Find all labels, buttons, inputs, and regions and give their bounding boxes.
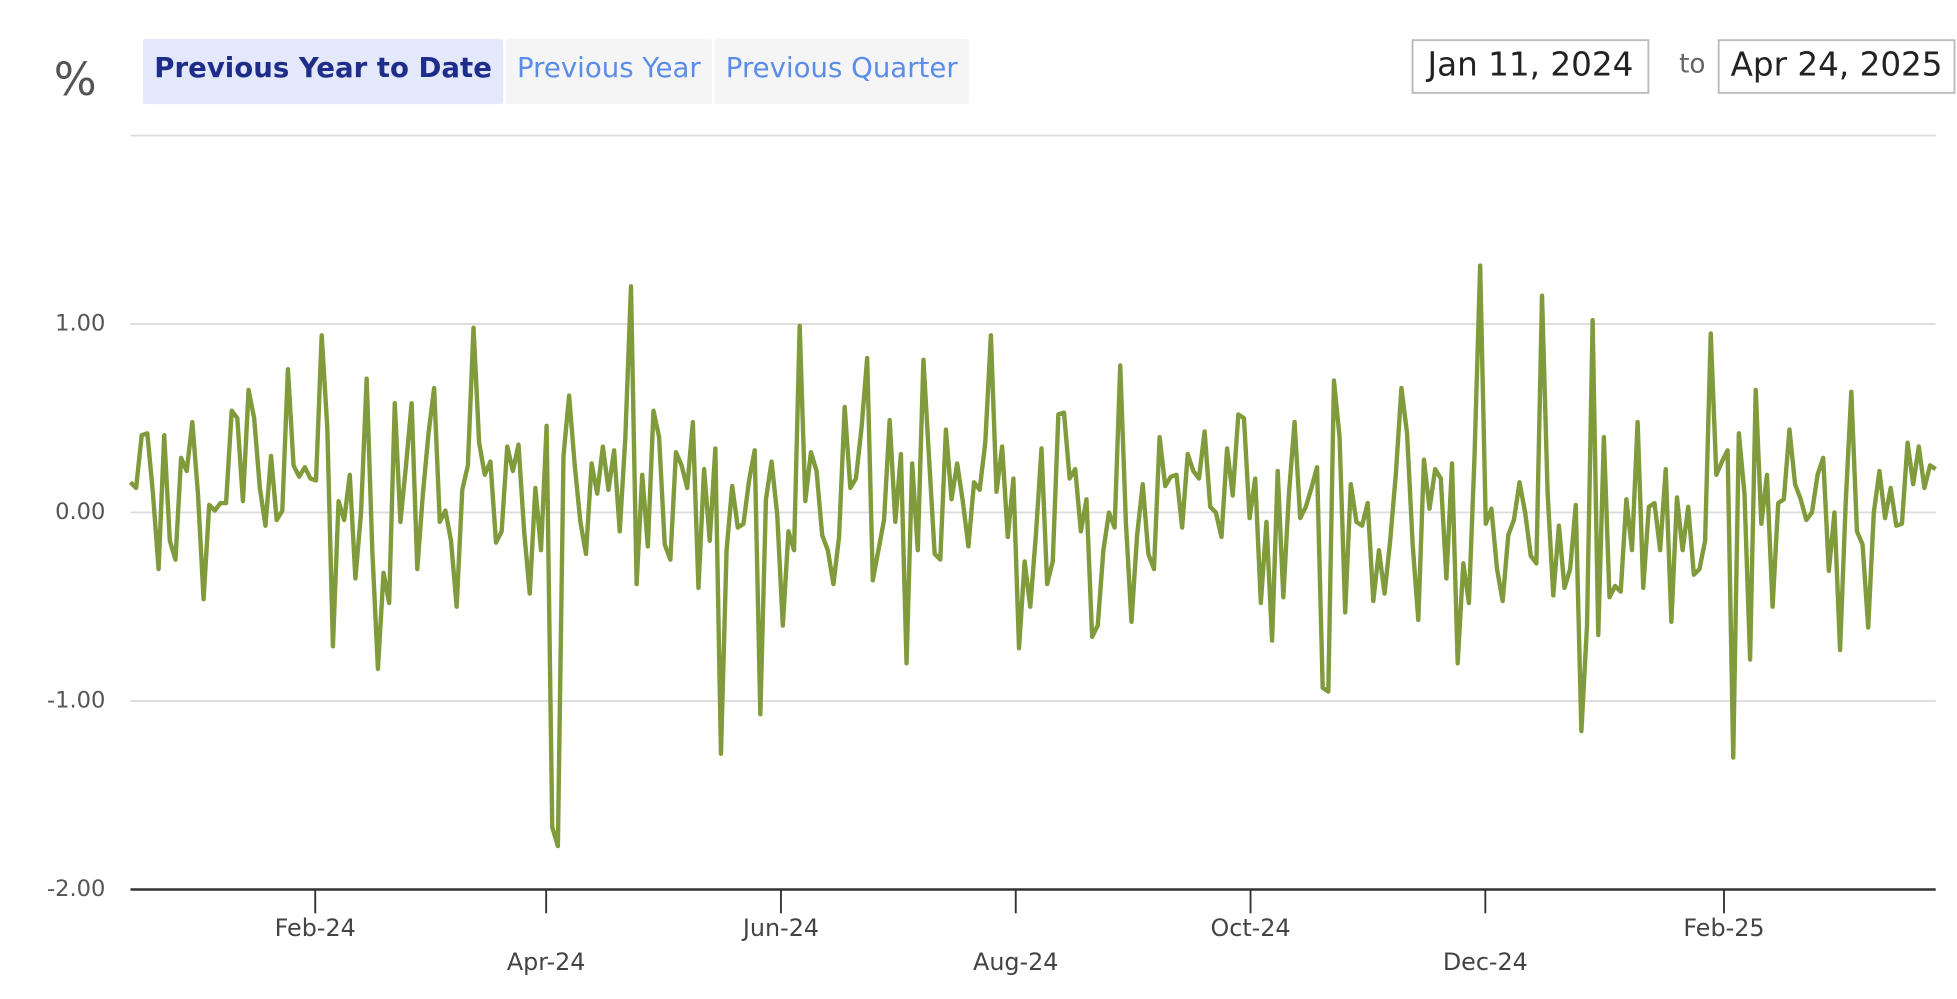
range-button-label[interactable]: Previous Quarter bbox=[726, 51, 959, 84]
unit-label: % bbox=[54, 53, 97, 106]
x-tick-label: Oct-24 bbox=[1210, 914, 1290, 942]
date-to-input[interactable] bbox=[1717, 39, 1956, 94]
date-from[interactable]: Jan 11, 2024 bbox=[1426, 46, 1634, 84]
range-button[interactable] bbox=[714, 38, 969, 105]
range-button[interactable] bbox=[505, 38, 713, 105]
range-buttons: Previous Year to Date Previous Year Previo… bbox=[143, 38, 969, 105]
y-tick-label: 1.00 bbox=[55, 310, 105, 336]
y-tick-label: 0.00 bbox=[55, 499, 105, 525]
range-button-label[interactable]: Previous Year bbox=[517, 51, 701, 84]
x-tick-label: Aug-24 bbox=[973, 948, 1058, 976]
x-tick-label: Jun-24 bbox=[741, 914, 819, 942]
x-tick-label: Feb-24 bbox=[275, 914, 356, 942]
date-separator: to bbox=[1679, 50, 1705, 80]
date-from-input[interactable] bbox=[1411, 39, 1650, 94]
series-line bbox=[128, 263, 1937, 849]
range-button[interactable] bbox=[143, 38, 504, 105]
x-tick-label: Feb-25 bbox=[1683, 914, 1764, 942]
x-tick-label: Apr-24 bbox=[507, 948, 586, 976]
y-tick-label: -1.00 bbox=[47, 687, 105, 713]
date-to[interactable]: Apr 24, 2025 bbox=[1731, 46, 1943, 84]
range-button-label[interactable]: Previous Year to Date bbox=[154, 51, 492, 84]
y-tick-label: -2.00 bbox=[47, 876, 105, 902]
x-tick-label: Dec-24 bbox=[1443, 948, 1528, 976]
